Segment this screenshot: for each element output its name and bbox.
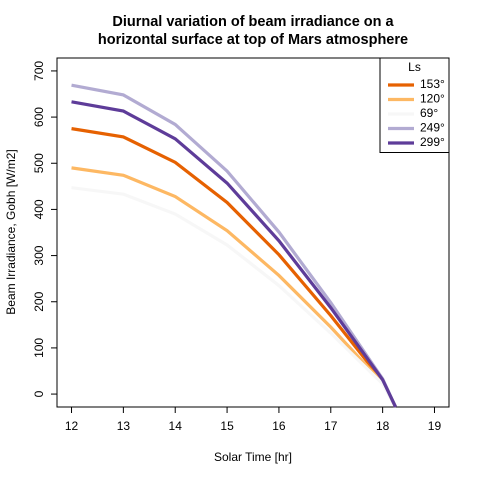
x-tick-label: 17 <box>324 419 338 433</box>
x-tick-label: 13 <box>117 419 131 433</box>
chart-title: Diurnal variation of beam irradiance on … <box>112 14 394 30</box>
legend-title: Ls <box>408 60 421 74</box>
legend-label: 153° <box>420 77 445 91</box>
series-line <box>71 127 398 408</box>
y-tick-label: 500 <box>32 153 46 173</box>
y-tick-label: 600 <box>32 107 46 127</box>
legend-label: 299° <box>420 135 445 149</box>
plot-frame <box>56 57 450 408</box>
lines <box>71 83 398 408</box>
legend-label: 120° <box>420 92 445 106</box>
x-tick-label: 18 <box>376 419 390 433</box>
series-line <box>71 83 398 408</box>
y-tick-label: 700 <box>32 61 46 81</box>
legend-label: 69° <box>420 106 438 120</box>
legend-box <box>379 57 450 153</box>
x-tick-label: 12 <box>65 419 79 433</box>
x-tick-label: 15 <box>220 419 234 433</box>
series-line <box>71 186 397 408</box>
x-tick-label: 19 <box>428 419 442 433</box>
series-line <box>71 100 398 408</box>
x-tick-label: 14 <box>169 419 183 433</box>
y-tick-label: 200 <box>32 291 46 311</box>
y-tick-label: 300 <box>32 245 46 265</box>
y-axis-label: Beam Irradiance, Gobh [W/m2] <box>4 149 18 314</box>
y-tick-label: 100 <box>32 338 46 358</box>
legend-label: 249° <box>420 121 445 135</box>
y-tick-label: 0 <box>32 390 46 397</box>
chart-title: horizontal surface at top of Mars atmosp… <box>98 32 408 48</box>
x-tick-label: 16 <box>272 419 286 433</box>
x-axis-label: Solar Time [hr] <box>214 450 292 464</box>
y-tick-label: 400 <box>32 199 46 219</box>
series-line <box>71 166 398 408</box>
